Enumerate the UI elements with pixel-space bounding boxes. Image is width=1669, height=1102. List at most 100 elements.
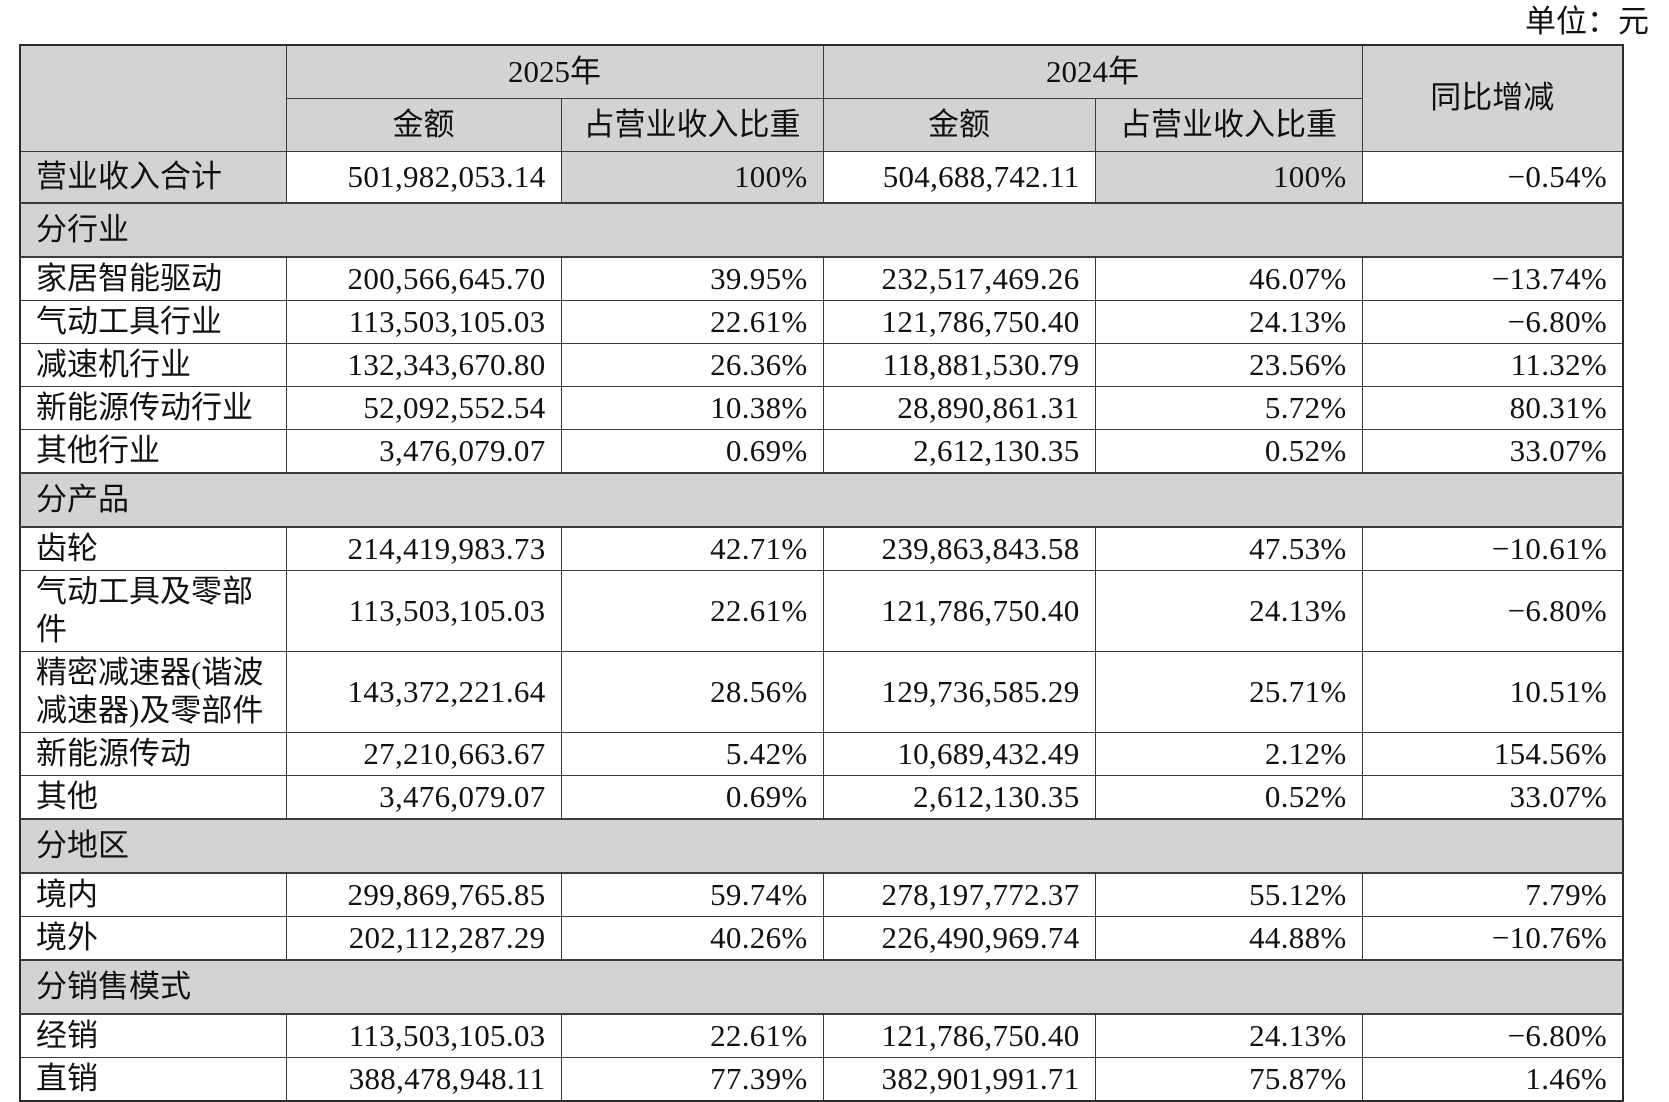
yoy-cell: 80.31%: [1361, 386, 1624, 430]
data-row: 齿轮 214,419,983.73 42.71% 239,863,843.58 47.5…: [19, 526, 1624, 571]
ratio-2025-cell: 22.61%: [560, 1013, 824, 1058]
ratio-2025-cell: 40.26%: [560, 916, 824, 961]
amount-2024-cell: 121,786,750.40: [822, 1013, 1096, 1058]
section-label: 分行业: [19, 202, 1624, 258]
amount-2024-cell: 239,863,843.58: [822, 526, 1096, 571]
data-row: 新能源传动 27,210,663.67 5.42% 10,689,432.49 2.12…: [19, 732, 1624, 776]
ratio-2025-cell: 5.42%: [560, 732, 824, 776]
yoy-cell: −6.80%: [1361, 300, 1624, 344]
ratio-2024-cell: 100%: [1094, 150, 1363, 204]
section-row: 分销售模式: [19, 959, 1624, 1015]
ratio-2025-cell: 0.69%: [560, 429, 824, 474]
data-row: 其他行业 3,476,079.07 0.69% 2,612,130.35 0.52% 33…: [19, 429, 1624, 474]
section-row: 分行业: [19, 202, 1624, 258]
header-row-metrics: 金额 占营业收入比重 金额 占营业收入比重: [20, 97, 1623, 152]
header-year-2025: 2025年: [285, 44, 824, 99]
data-row: 境外 202,112,287.29 40.26% 226,490,969.74 44.8…: [19, 916, 1624, 961]
header-amount-2024: 金额: [822, 97, 1096, 152]
row-label: 家居智能驱动: [19, 256, 287, 301]
ratio-2025-cell: 39.95%: [560, 256, 824, 301]
ratio-2024-cell: 23.56%: [1094, 343, 1363, 387]
header-amount-2025: 金额: [285, 97, 562, 152]
amount-2024-cell: 226,490,969.74: [822, 916, 1096, 961]
ratio-2025-cell: 22.61%: [560, 570, 824, 652]
header-blank-cell: [19, 44, 287, 152]
yoy-cell: 33.07%: [1361, 429, 1624, 474]
amount-2025-cell: 27,210,663.67: [285, 732, 562, 776]
ratio-2024-cell: 5.72%: [1094, 386, 1363, 430]
yoy-cell: −10.76%: [1361, 916, 1624, 961]
row-label: 气动工具行业: [19, 300, 287, 344]
amount-2025-cell: 202,112,287.29: [285, 916, 562, 961]
data-row: 气动工具行业 113,503,105.03 22.61% 121,786,750.40…: [19, 300, 1624, 344]
data-row: 其他 3,476,079.07 0.69% 2,612,130.35 0.52% 33.0…: [19, 775, 1624, 820]
yoy-cell: 154.56%: [1361, 732, 1624, 776]
amount-2024-cell: 2,612,130.35: [822, 429, 1096, 474]
data-row: 境内 299,869,765.85 59.74% 278,197,772.37 55.1…: [19, 872, 1624, 917]
amount-2025-cell: 388,478,948.11: [285, 1057, 562, 1102]
ratio-2024-cell: 75.87%: [1094, 1057, 1363, 1102]
ratio-2024-cell: 55.12%: [1094, 872, 1363, 917]
row-label: 境内: [19, 872, 287, 917]
header-ratio-2025: 占营业收入比重: [560, 97, 824, 152]
ratio-2025-cell: 42.71%: [560, 526, 824, 571]
data-row: 减速机行业 132,343,670.80 26.36% 118,881,530.79 2…: [19, 343, 1624, 387]
header-yoy-label: 同比增减: [1361, 44, 1624, 152]
row-label: 新能源传动行业: [19, 386, 287, 430]
ratio-2024-cell: 46.07%: [1094, 256, 1363, 301]
amount-2025-cell: 200,566,645.70: [285, 256, 562, 301]
yoy-cell: 10.51%: [1361, 651, 1624, 733]
amount-2025-cell: 3,476,079.07: [285, 775, 562, 820]
amount-2025-cell: 113,503,105.03: [285, 1013, 562, 1058]
ratio-2025-cell: 0.69%: [560, 775, 824, 820]
amount-2025-cell: 113,503,105.03: [285, 300, 562, 344]
unit-label: 单位：元: [1525, 4, 1649, 39]
amount-2025-cell: 132,343,670.80: [285, 343, 562, 387]
amount-2025-cell: 214,419,983.73: [285, 526, 562, 571]
yoy-cell: 11.32%: [1361, 343, 1624, 387]
row-label: 减速机行业: [19, 343, 287, 387]
ratio-2024-cell: 0.52%: [1094, 429, 1363, 474]
amount-2025-cell: 113,503,105.03: [285, 570, 562, 652]
amount-2024-cell: 28,890,861.31: [822, 386, 1096, 430]
amount-2024-cell: 121,786,750.40: [822, 570, 1096, 652]
ratio-2025-cell: 100%: [560, 150, 824, 204]
table-body: 2025年 2024年 同比增减 金额 占营业收入比重 金额 占营业收入比重 营…: [19, 44, 1624, 1102]
row-label: 精密减速器(谐波减速器)及零部件: [19, 651, 287, 733]
ratio-2024-cell: 24.13%: [1094, 570, 1363, 652]
ratio-2024-cell: 2.12%: [1094, 732, 1363, 776]
ratio-2025-cell: 28.56%: [560, 651, 824, 733]
yoy-cell: 7.79%: [1361, 872, 1624, 917]
amount-2024-cell: 10,689,432.49: [822, 732, 1096, 776]
ratio-2025-cell: 77.39%: [560, 1057, 824, 1102]
row-label: 新能源传动: [19, 732, 287, 776]
amount-2024-cell: 504,688,742.11: [822, 150, 1096, 204]
amount-2025-cell: 3,476,079.07: [285, 429, 562, 474]
yoy-cell: −0.54%: [1361, 150, 1624, 204]
ratio-2025-cell: 22.61%: [560, 300, 824, 344]
yoy-cell: −10.61%: [1361, 526, 1624, 571]
data-row: 气动工具及零部件 113,503,105.03 22.61% 121,786,750.…: [19, 570, 1624, 652]
total-row: 营业收入合计 501,982,053.14 100% 504,688,742.11 10…: [19, 150, 1624, 204]
data-row: 新能源传动行业 52,092,552.54 10.38% 28,890,861.31 5…: [19, 386, 1624, 430]
row-label: 气动工具及零部件: [19, 570, 287, 652]
yoy-cell: 33.07%: [1361, 775, 1624, 820]
amount-2024-cell: 382,901,991.71: [822, 1057, 1096, 1102]
amount-2025-cell: 143,372,221.64: [285, 651, 562, 733]
data-row: 直销 388,478,948.11 77.39% 382,901,991.71 75.8…: [19, 1057, 1624, 1102]
ratio-2025-cell: 59.74%: [560, 872, 824, 917]
amount-2024-cell: 2,612,130.35: [822, 775, 1096, 820]
ratio-2024-cell: 25.71%: [1094, 651, 1363, 733]
ratio-2024-cell: 47.53%: [1094, 526, 1363, 571]
data-row: 经销 113,503,105.03 22.61% 121,786,750.40 24.1…: [19, 1013, 1624, 1058]
row-label: 齿轮: [19, 526, 287, 571]
section-row: 分地区: [19, 818, 1624, 874]
header-year-2024: 2024年: [822, 44, 1363, 99]
ratio-2025-cell: 10.38%: [560, 386, 824, 430]
ratio-2024-cell: 0.52%: [1094, 775, 1363, 820]
section-row: 分产品: [19, 472, 1624, 528]
section-label: 分产品: [19, 472, 1624, 528]
yoy-cell: 1.46%: [1361, 1057, 1624, 1102]
data-row: 家居智能驱动 200,566,645.70 39.95% 232,517,469.26…: [19, 256, 1624, 301]
